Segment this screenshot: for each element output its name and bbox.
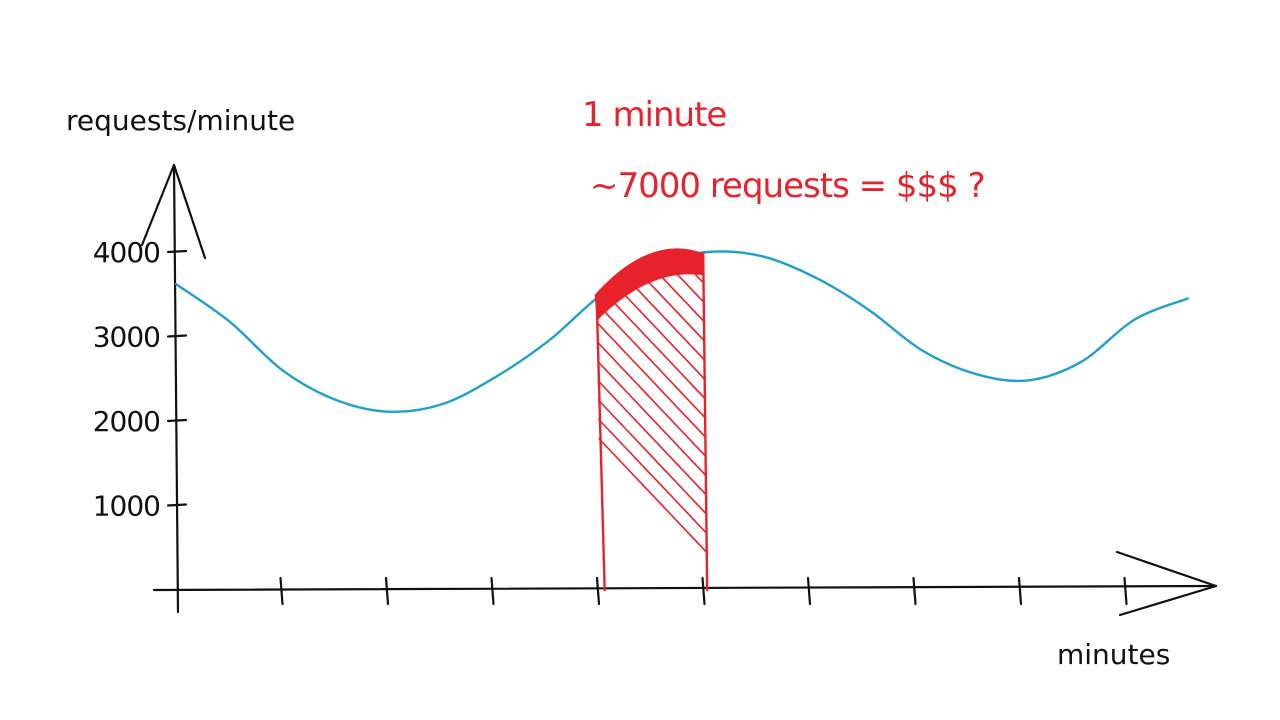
hatch-line <box>807 259 1167 639</box>
y-tick-label: 3000 <box>93 321 160 354</box>
hatch-line <box>596 258 708 591</box>
hatch-line <box>717 259 1077 639</box>
series-line-requests <box>174 250 1189 414</box>
hatch-line <box>933 259 1280 639</box>
hatch-line <box>679 258 708 591</box>
axes <box>140 163 1218 617</box>
y-tick-label: 2000 <box>93 405 160 438</box>
annotation-duration: 1 minute <box>582 95 726 135</box>
x-tick-mark <box>384 576 390 606</box>
highlight-cap <box>594 248 704 321</box>
x-tick-mark <box>490 576 495 606</box>
hatch-line <box>843 259 1203 639</box>
x-axis-line <box>152 584 1218 592</box>
hatch-line <box>596 258 708 591</box>
hatch-line <box>661 258 708 591</box>
y-axis-label: requests/minute <box>66 104 295 137</box>
hatch-line <box>596 258 708 591</box>
x-ticks <box>279 576 1128 606</box>
y-tick-mark <box>166 418 188 423</box>
hatch-line <box>771 259 1131 639</box>
y-tick-mark <box>166 334 188 338</box>
hatch-line <box>596 258 708 591</box>
x-tick-mark <box>701 576 706 606</box>
y-axis-line <box>172 163 180 614</box>
y-tick-label: 4000 <box>93 236 160 269</box>
y-tick-mark <box>166 503 188 507</box>
hatch-line <box>596 258 708 591</box>
hatch-line <box>915 259 1275 639</box>
x-axis-label: minutes <box>1057 638 1170 671</box>
hatch-line <box>987 259 1280 639</box>
x-tick-mark <box>912 576 917 606</box>
y-tick-label: 1000 <box>93 490 160 523</box>
x-tick-mark <box>1123 576 1128 606</box>
hatch-line <box>879 259 1239 639</box>
hatch-line <box>596 258 708 591</box>
hatch-line <box>625 258 708 591</box>
hatch-line <box>596 258 708 591</box>
annotation-cost: ~7000 requests = $$$ ? <box>590 166 985 206</box>
hatch-line <box>753 259 1113 639</box>
hatch-fill <box>596 258 1280 639</box>
highlight-minute-region <box>594 248 1280 639</box>
y-axis-arrowhead <box>140 163 207 260</box>
hatch-line <box>596 258 708 591</box>
hatch-line <box>596 258 708 591</box>
hatch-line <box>607 258 708 591</box>
x-tick-mark <box>1017 576 1023 606</box>
hatch-line <box>596 258 708 591</box>
x-tick-mark <box>806 576 812 606</box>
highlight-outline <box>595 252 709 592</box>
x-axis-arrowhead <box>1115 550 1218 617</box>
y-ticks: 1000 2000 3000 4000 <box>93 236 188 523</box>
x-tick-mark <box>595 576 601 606</box>
hatch-line <box>951 259 1280 639</box>
y-tick-mark <box>166 249 188 254</box>
hatch-line <box>789 259 1149 639</box>
x-tick-mark <box>279 576 284 606</box>
